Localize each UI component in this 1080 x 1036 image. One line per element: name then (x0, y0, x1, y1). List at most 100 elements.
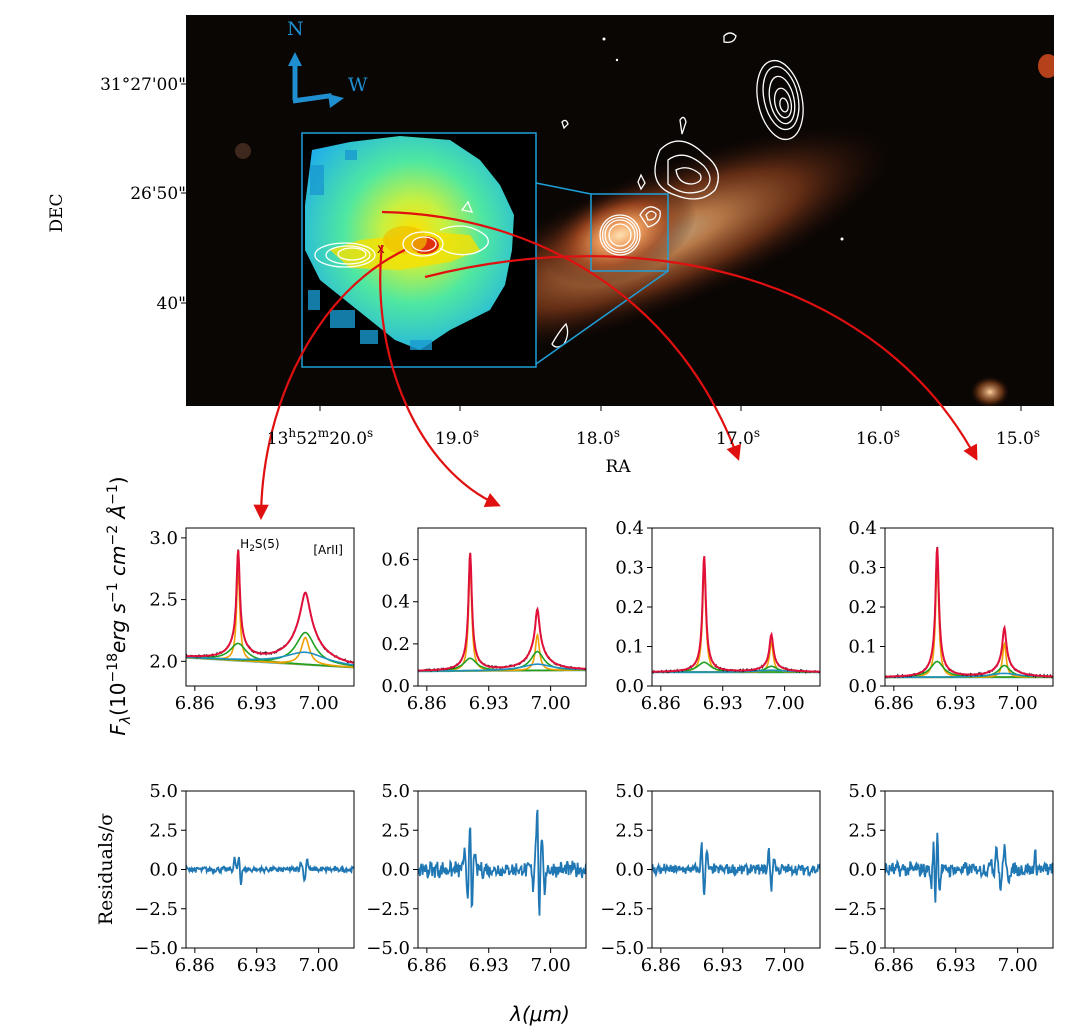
axes-frame (417, 527, 587, 687)
y-tick-label: 0.0 (615, 676, 644, 697)
y-tick-label: 5.0 (381, 781, 410, 802)
wide-component (885, 672, 1053, 678)
y-tick-label: 2.5 (149, 820, 178, 841)
axes-frame (185, 527, 355, 687)
plot-area (652, 556, 820, 675)
inset-map: x (301, 132, 537, 368)
y-tick-label: 2.5 (615, 820, 644, 841)
x-tick-label: 6.93 (237, 693, 277, 714)
y-tick-label: 0.4 (615, 518, 644, 539)
axes-frame (651, 527, 821, 687)
ra-tick-label: 18.0s (576, 426, 620, 449)
compass-west-label: W (348, 74, 368, 96)
arrow-to-panel-3 (381, 210, 741, 461)
y-tick-label: 0.2 (615, 597, 644, 618)
ra-axis: 13h52m20.0s 19.0s 18.0s 17.0s 16.0s 15.0… (267, 406, 1040, 449)
residual-series (885, 832, 1053, 903)
y-tick-label: 0.3 (848, 558, 877, 579)
dec-tick-label: 40" (157, 294, 186, 314)
dec-tick-label: 26'50" (130, 184, 186, 204)
ra-tick-label: 13h52m20.0s (267, 426, 373, 449)
x-tick-label: 6.86 (874, 693, 914, 714)
narrow-component (885, 641, 1053, 679)
wavelength-axis-label: λ(μm) (509, 1002, 570, 1026)
y-tick-label: −2.5 (134, 899, 178, 920)
residual-panel-4: 6.86 6.93 7.00 −5.0 −2.5 0.0 2.5 5.0 (833, 781, 1054, 976)
residual-series (418, 809, 586, 916)
y-tick-label: 0.0 (381, 860, 410, 881)
x-tick-label: 7.00 (765, 955, 805, 976)
plot-area (186, 549, 354, 669)
residual-panel-2: 6.86 6.93 7.00 −5.0 −2.5 0.0 2.5 5.0 (366, 781, 587, 976)
y-tick-label: 0.4 (381, 592, 410, 613)
wide-component (186, 651, 354, 666)
narrow-component (885, 563, 1053, 679)
y-tick-label: 0.2 (381, 634, 410, 655)
x-tick-label: 6.93 (703, 955, 743, 976)
dec-axis-label: DEC (47, 193, 67, 232)
plot-area (418, 809, 586, 916)
zoom-connector (535, 270, 669, 365)
spectrum-panel-2: 6.86 6.93 7.00 0.0 0.2 0.4 0.6 (381, 527, 587, 714)
link-arrows (253, 210, 978, 521)
x-tick-label: 6.93 (237, 955, 277, 976)
x-tick-label: 6.86 (641, 955, 681, 976)
wide-component (652, 669, 820, 673)
plot-area (885, 832, 1053, 903)
arrow-to-panel-2 (379, 244, 501, 507)
x-tick-label: 7.00 (531, 955, 571, 976)
x-tick-label: 7.00 (299, 955, 339, 976)
y-tick-label: 0.0 (848, 676, 877, 697)
y-tick-label: 0.0 (149, 860, 178, 881)
observed-spectrum (652, 556, 820, 675)
y-tick-label: 2.0 (149, 651, 178, 672)
x-tick-label: 7.00 (531, 693, 571, 714)
arrow-to-panel-1 (253, 249, 406, 521)
zoom-box (590, 193, 669, 272)
x-tick-label: 6.86 (407, 955, 447, 976)
y-tick-label: −2.5 (600, 899, 644, 920)
spectrum-panel-1: H2S(5) [ArII] 6.86 6.93 7.00 2.0 2.5 3.0 (149, 527, 355, 714)
field-star (602, 37, 606, 41)
plot-area (186, 856, 354, 886)
residual-panel-1: 6.86 6.93 7.00 −5.0 −2.5 0.0 2.5 5.0 (134, 781, 355, 976)
spectrum-y-axis-label: Fλ(10−18erg s−1 cm−2 Å−1) (105, 476, 134, 735)
axes-frame (884, 527, 1054, 687)
narrow-component (652, 640, 820, 673)
narrow-component (418, 566, 586, 672)
field-star (970, 376, 1010, 406)
y-tick-label: 0.6 (381, 550, 410, 571)
y-tick-label: 2.5 (149, 590, 178, 611)
y-tick-label: −5.0 (134, 938, 178, 959)
x-tick-label: 7.00 (998, 955, 1038, 976)
svg-text:13h52m20.0s: 13h52m20.0s (267, 426, 373, 449)
x-tick-label: 7.00 (765, 693, 805, 714)
y-tick-label: 5.0 (615, 781, 644, 802)
x-tick-label: 6.93 (469, 693, 509, 714)
x-tick-label: 6.93 (469, 955, 509, 976)
dec-tick-label: 31°27'00" (100, 75, 186, 95)
y-tick-label: 0.1 (848, 637, 877, 658)
total-fit (418, 552, 586, 672)
y-tick-label: 0.4 (848, 518, 877, 539)
zoom-connector (535, 182, 592, 195)
faint-source (235, 143, 251, 159)
y-tick-label: 2.5 (848, 820, 877, 841)
ra-tick-label: 15.0s (996, 426, 1040, 449)
ra-tick-label: 19.0s (435, 426, 479, 449)
plot-area (418, 552, 586, 673)
observed-spectrum (186, 549, 354, 664)
x-tick-label: 6.86 (641, 693, 681, 714)
radio-contours (551, 32, 804, 348)
residual-panel-3: 6.86 6.93 7.00 −5.0 −2.5 0.0 2.5 5.0 (600, 781, 821, 976)
wide-component (418, 663, 586, 672)
line-label-arii: [ArII] (313, 543, 343, 557)
x-tick-label: 6.93 (936, 955, 976, 976)
y-tick-label: −2.5 (366, 899, 410, 920)
residual-series (652, 842, 820, 895)
compass-north-label: N (287, 18, 304, 40)
spectrum-panel-3: 6.86 6.93 7.00 0.0 0.1 0.2 0.3 0.4 (615, 518, 821, 714)
line-label-h2s5: H2S(5) (240, 537, 279, 554)
ra-axis-label: RA (605, 457, 631, 477)
